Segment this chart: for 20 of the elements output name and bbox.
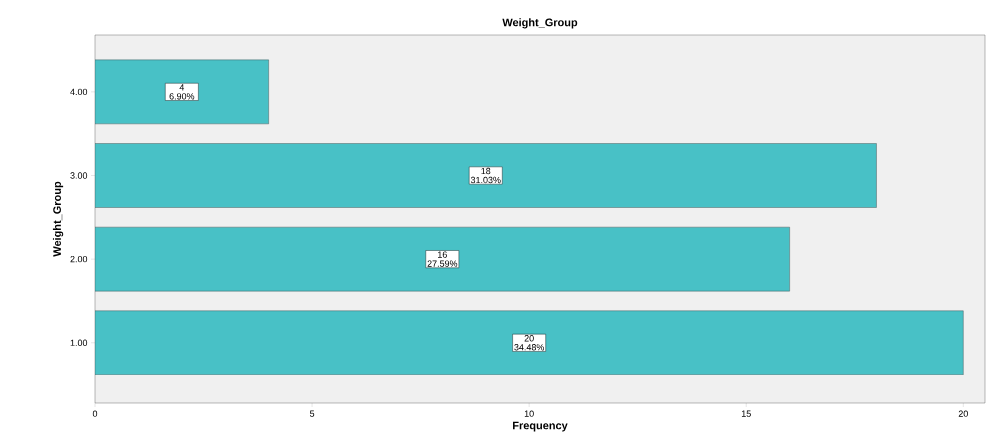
y-tick-label: 3.00 (70, 172, 88, 179)
bar (95, 310, 964, 375)
bar (95, 143, 877, 208)
x-axis-title: Frequency (513, 421, 568, 432)
x-tick-label: 5 (309, 410, 315, 417)
bar (95, 59, 269, 125)
data-label: 18 31.03% (470, 167, 501, 184)
x-tick-label: 20 (958, 410, 968, 417)
y-axis-title: Weight_Group (52, 181, 64, 257)
y-tick-label: 4.00 (70, 88, 88, 96)
x-tick-label: 15 (741, 410, 751, 417)
data-label: 20 34.48% (514, 335, 545, 351)
bar (95, 226, 790, 292)
y-tick-label: 2.00 (70, 255, 88, 263)
data-label: 4 6.90% (169, 84, 195, 100)
y-tick-label: 1.00 (70, 339, 88, 346)
data-label: 16 27.59% (427, 251, 458, 267)
x-tick-label: 10 (524, 410, 534, 417)
x-tick-label: 0 (92, 410, 98, 417)
chart-title: Weight_Group (502, 18, 578, 29)
